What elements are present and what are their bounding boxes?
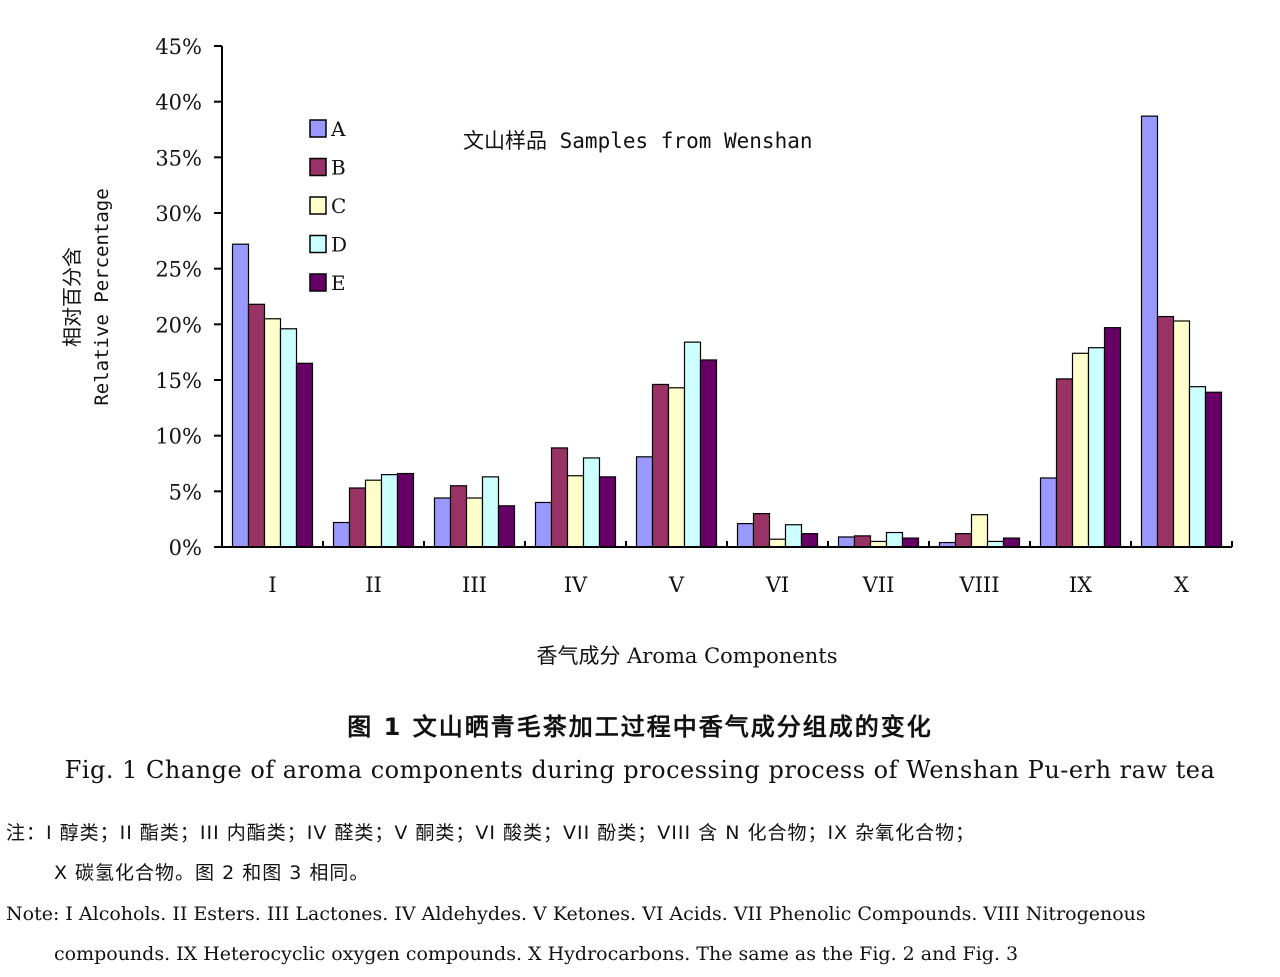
figure-caption-zh: 图 1 文山晒青毛茶加工过程中香气成分组成的变化 xyxy=(347,713,933,741)
y-tick-label: 15% xyxy=(155,369,202,393)
note-zh-line1: 注：I 醇类；II 酯类；III 内酯类；IV 醛类；V 酮类；VI 酸类；VI… xyxy=(6,822,976,844)
bar-C-I xyxy=(263,318,282,548)
bar-B-VIII xyxy=(954,533,973,548)
note-en-line2: compounds. IX Heterocyclic oxygen compou… xyxy=(54,943,1019,965)
bar-A-IV xyxy=(534,501,553,548)
x-tick-label: IX xyxy=(1069,573,1092,597)
x-tick-label: VI xyxy=(765,573,789,597)
note-zh: 注：I 醇类；II 酯类；III 内酯类；IV 醛类；V 酮类；VI 酸类；VI… xyxy=(6,813,1276,893)
bar-B-IX xyxy=(1055,378,1074,548)
bar-D-IX xyxy=(1087,347,1106,548)
bar-chart: 0%5%10%15%20%25%30%35%40%45%I II III IV V VI V… xyxy=(60,35,1233,668)
bar-A-VII xyxy=(837,536,856,548)
bar-E-III xyxy=(497,505,516,548)
legend-label-C: C xyxy=(331,194,346,218)
note-en: Note: I Alcohols. II Esters. III Lactone… xyxy=(6,894,1276,974)
x-tick-label: V xyxy=(668,573,685,597)
y-axis-title-en: Relative Percentage xyxy=(91,188,113,405)
bar-B-VI xyxy=(752,512,771,548)
bar-E-X xyxy=(1204,391,1223,548)
bar-C-V xyxy=(667,387,686,548)
y-tick-label: 45% xyxy=(155,35,202,59)
legend-swatch-D xyxy=(309,234,327,254)
chart-title: 文山样品 Samples from Wenshan xyxy=(463,129,813,153)
legend-label-B: B xyxy=(331,156,346,180)
x-axis-title: 香气成分 Aroma Components xyxy=(536,644,837,668)
note-en-line1: Note: I Alcohols. II Esters. III Lactone… xyxy=(6,903,1146,925)
y-tick-label: 20% xyxy=(155,313,202,337)
bar-B-IV xyxy=(550,447,569,548)
bar-B-II xyxy=(348,487,367,548)
bar-B-VII xyxy=(853,535,872,548)
bar-E-V xyxy=(699,359,718,548)
bar-B-V xyxy=(651,383,670,548)
y-tick-label: 0% xyxy=(169,536,202,560)
bar-C-IV xyxy=(566,475,585,548)
axes-layer: 0%5%10%15%20%25%30%35%40%45%I II III IV V VI V… xyxy=(155,35,1233,597)
legend-swatch-C xyxy=(309,196,327,215)
bar-D-III xyxy=(481,476,500,548)
legend-swatch-B xyxy=(309,157,327,177)
legend-label-D: D xyxy=(331,233,347,257)
figure-caption-en: Fig. 1 Change of aroma components during… xyxy=(64,756,1216,784)
bar-D-IV xyxy=(582,457,601,548)
bar-D-VII xyxy=(885,531,904,548)
bar-E-II xyxy=(396,472,415,548)
bar-B-III xyxy=(449,485,468,548)
bar-A-IX xyxy=(1039,477,1058,548)
bar-E-VIII xyxy=(1002,537,1021,548)
bar-E-IX xyxy=(1103,327,1122,548)
bar-C-X xyxy=(1172,320,1191,548)
bar-E-I xyxy=(295,362,314,548)
bar-A-V xyxy=(635,456,654,548)
y-axis-title-zh: 相对百分含 xyxy=(60,247,84,347)
bar-C-VI xyxy=(768,538,787,548)
bars-layer xyxy=(231,115,1223,548)
bar-B-X xyxy=(1156,315,1175,548)
bar-A-II xyxy=(332,521,351,548)
bar-E-VI xyxy=(800,533,819,548)
bar-D-V xyxy=(683,341,702,548)
y-tick-label: 30% xyxy=(155,202,202,226)
bar-D-X xyxy=(1188,386,1207,548)
y-tick-label: 5% xyxy=(169,480,202,504)
x-tick-label: VIII xyxy=(958,573,999,597)
legend-swatch-A xyxy=(309,119,327,138)
x-tick-label: VII xyxy=(862,573,895,597)
bar-A-X xyxy=(1140,115,1159,548)
legend-swatch-E xyxy=(309,273,327,292)
bar-B-I xyxy=(247,303,266,548)
bar-A-I xyxy=(231,243,250,548)
bar-C-VIII xyxy=(970,514,989,548)
bar-C-IX xyxy=(1071,352,1090,548)
bar-D-VI xyxy=(784,524,803,548)
bar-C-III xyxy=(465,497,484,548)
legend-label-E: E xyxy=(331,271,346,295)
bar-D-I xyxy=(279,328,298,548)
x-tick-label: X xyxy=(1174,573,1189,597)
x-tick-label: III xyxy=(462,573,487,597)
y-tick-label: 40% xyxy=(155,91,202,115)
note-zh-line2: X 碳氢化合物。图 2 和图 3 相同。 xyxy=(54,862,370,884)
legend-label-A: A xyxy=(330,117,346,141)
x-tick-label: II xyxy=(365,573,382,597)
bar-E-VII xyxy=(901,537,920,548)
bar-E-IV xyxy=(598,476,617,548)
y-tick-label: 10% xyxy=(155,425,202,449)
bar-A-III xyxy=(433,497,452,548)
bar-C-II xyxy=(364,479,383,548)
y-tick-label: 35% xyxy=(155,146,202,170)
x-tick-label: IV xyxy=(564,573,588,597)
bar-A-VI xyxy=(736,523,755,548)
bar-D-II xyxy=(380,474,399,548)
y-tick-label: 25% xyxy=(155,258,202,282)
x-tick-label: I xyxy=(268,573,276,597)
